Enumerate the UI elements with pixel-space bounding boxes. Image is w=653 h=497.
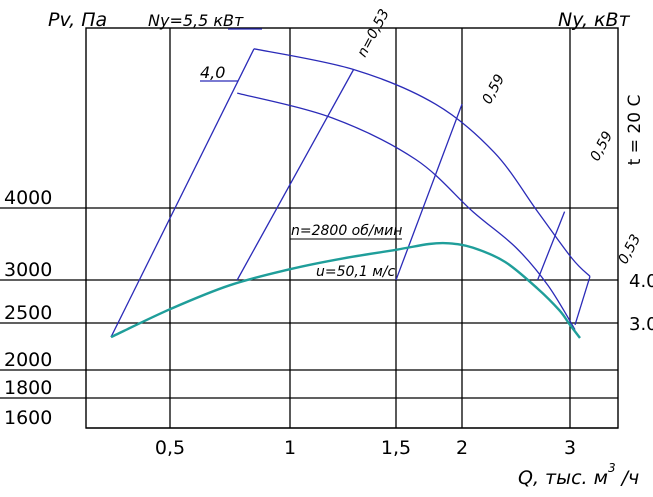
right-tick-label: 4.0 [629, 271, 653, 292]
power-curve [253, 48, 591, 277]
efficiency-line [536, 211, 566, 281]
x-tick-label: 1 [284, 437, 296, 459]
y-tick-label: 4000 [4, 187, 52, 209]
efficiency-line [574, 276, 591, 326]
x-axis-label-tail: /ч [620, 467, 640, 489]
x-tick-label: 2 [456, 437, 468, 459]
x-tick-label: 0,5 [155, 437, 185, 459]
speed-label: n=2800 об/мин [291, 223, 402, 239]
y-tick-label: 3000 [4, 259, 52, 281]
x-tick-label: 1,5 [381, 437, 411, 459]
efficiency-line [236, 69, 355, 281]
chart-labels: Pv, Па Ny, кВт t = 20 С Q, тыс. м3/ч [48, 9, 645, 489]
velocity-label: u=50,1 м/с [316, 264, 396, 280]
y-tick-label: 2000 [4, 349, 52, 371]
efficiency-line [395, 103, 463, 281]
efficiency-label: n=0,53 [354, 7, 392, 60]
pressure-curve [110, 241, 581, 339]
x-axis-label: Q, тыс. м3/ч [518, 461, 639, 489]
x-tick-label: 3 [564, 437, 576, 459]
pressure-curves: n=2800 об/мин u=50,1 м/с [110, 223, 581, 339]
y-axis-left-label: Pv, Па [48, 9, 107, 31]
efficiency-label: 0,53 [615, 232, 644, 267]
efficiency-lines: n=0,53 0,59 0,59 0,53 [110, 7, 644, 338]
y-tick-label: 1600 [4, 407, 52, 429]
power-curve-label: 4,0 [200, 63, 225, 82]
right-tick-label: 3.0 [629, 314, 653, 335]
temperature-label: t = 20 С [625, 95, 645, 166]
power-curves: Ny=5,5 кВт 4,0 [148, 11, 591, 330]
plot-grid: 0,5 1 1,5 2 3 4000 3000 2500 2000 1800 1600 4.0 3.0 [0, 27, 653, 459]
efficiency-label: 0,59 [587, 129, 616, 164]
x-axis-label-exp: 3 [608, 461, 616, 475]
power-curve [237, 92, 576, 330]
power-curve-label: Ny=5,5 кВт [148, 11, 244, 30]
y-axis-right-label: Ny, кВт [558, 9, 631, 31]
efficiency-label: 0,59 [479, 72, 508, 107]
y-tick-label: 2500 [4, 302, 52, 324]
y-tick-label: 1800 [4, 377, 52, 399]
efficiency-line [110, 48, 255, 338]
